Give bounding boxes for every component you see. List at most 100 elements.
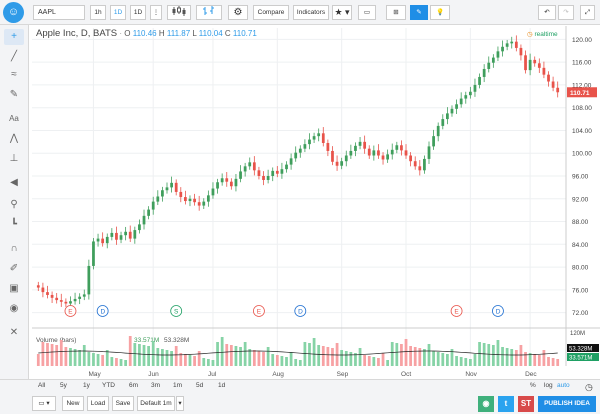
chart-style-button[interactable] xyxy=(167,5,191,20)
prediction-icon[interactable]: ⊥ xyxy=(9,153,19,164)
bars-icon xyxy=(203,6,214,15)
save-button[interactable]: Save xyxy=(112,396,134,411)
volume-bar xyxy=(257,351,261,366)
candle-body xyxy=(285,164,288,170)
candle-body xyxy=(46,292,49,295)
more-intervals-button[interactable]: ⋮ xyxy=(150,5,162,20)
volume-bar xyxy=(96,354,100,366)
brush-icon[interactable]: ✎ xyxy=(9,89,19,100)
fullscreen-icon[interactable]: ⤢ xyxy=(580,5,595,20)
twitter-icon[interactable]: t xyxy=(498,396,514,412)
candle-body xyxy=(551,81,555,88)
undo-icon[interactable]: ↶ xyxy=(538,5,556,20)
volume-bar xyxy=(243,342,247,366)
compare-button[interactable]: Compare xyxy=(253,5,289,20)
auto-scale-toggle[interactable]: auto xyxy=(557,382,570,389)
measure-icon[interactable]: ┗ xyxy=(10,219,18,230)
candle-body xyxy=(73,298,77,302)
candle-body xyxy=(142,215,146,225)
crosshair-icon[interactable]: + xyxy=(4,29,24,45)
volume-bar xyxy=(252,350,256,366)
lock-icon[interactable]: ▣ xyxy=(9,283,19,294)
candle-body xyxy=(138,224,141,231)
range-6m[interactable]: 6m xyxy=(129,382,139,389)
time-tick-label: Jul xyxy=(208,371,217,378)
trendline-icon[interactable]: ╱ xyxy=(10,51,18,62)
range-5d[interactable]: 5d xyxy=(196,382,204,389)
volume-bar xyxy=(59,340,63,366)
favorites-star-icon[interactable]: ★ ▾ xyxy=(332,5,352,20)
interval-1h-button[interactable]: 1h xyxy=(90,5,106,20)
redo-icon[interactable]: ↷ xyxy=(558,5,574,20)
range-1y[interactable]: 1y xyxy=(83,382,90,389)
volume-bar xyxy=(423,349,426,366)
stocktwits-icon[interactable]: ST xyxy=(518,396,534,412)
percent-scale-toggle[interactable]: % xyxy=(530,382,536,389)
volume-bar xyxy=(119,359,123,366)
range-3m[interactable]: 3m xyxy=(151,382,161,389)
drawing-pen-icon[interactable]: ✎ xyxy=(410,5,428,20)
zoom-icon[interactable]: ⚲ xyxy=(10,199,18,210)
interval-1d-button[interactable]: 1D xyxy=(110,5,126,20)
candle-body xyxy=(413,161,417,167)
magnet-icon[interactable]: ∩ xyxy=(10,243,18,254)
candle-body xyxy=(519,47,523,56)
range-5y[interactable]: 5y xyxy=(60,382,67,389)
interval-1d-selected-button[interactable]: 1D xyxy=(130,5,146,20)
volume-value-marker xyxy=(567,344,599,352)
pencil-lock-icon[interactable]: ✐ xyxy=(9,263,19,274)
alert-icon[interactable]: ⊞ xyxy=(386,5,406,20)
eye-icon[interactable]: ◉ xyxy=(9,303,19,314)
pattern-icon[interactable]: ⋀ xyxy=(9,133,19,144)
candle-body xyxy=(262,176,265,180)
remove-tools-icon[interactable]: ✕ xyxy=(9,327,19,338)
range-ytd[interactable]: YTD xyxy=(102,382,115,389)
chart-area[interactable]: 120.00 116.00 112.00 108.00 104.00 100.00 96.0… xyxy=(30,26,600,379)
layout-dropdown-chevron-icon[interactable]: ▾ xyxy=(176,396,184,411)
range-all[interactable]: All xyxy=(38,382,46,389)
publish-idea-button[interactable]: PUBLISH IDEA xyxy=(538,396,596,412)
volume-bar xyxy=(446,354,449,366)
log-scale-toggle[interactable]: log xyxy=(544,382,553,389)
candle-body xyxy=(335,161,339,166)
new-button[interactable]: New xyxy=(62,396,84,411)
event-marker-label: E xyxy=(68,309,73,316)
lightbulb-icon[interactable]: 💡 xyxy=(430,5,450,20)
text-icon[interactable]: Aa xyxy=(9,114,19,123)
candles-icon xyxy=(172,6,186,16)
fib-icon[interactable]: ≈ xyxy=(11,69,17,80)
volume-bar xyxy=(312,338,316,366)
volume-bar xyxy=(344,351,348,366)
candle-body xyxy=(69,301,72,304)
candle-body xyxy=(537,63,541,68)
price-tick-label: 88.00 xyxy=(572,219,589,226)
price-tick-label: 112.00 xyxy=(572,82,592,89)
price-chart-svg[interactable]: 120.00 116.00 112.00 108.00 104.00 100.00 96.0… xyxy=(30,26,600,379)
candle-body xyxy=(124,231,128,236)
time-settings-icon[interactable]: ◷ xyxy=(585,382,593,392)
range-1d[interactable]: 1d xyxy=(218,382,226,389)
range-1m[interactable]: 1m xyxy=(173,382,183,389)
templates-icon[interactable]: ▭ xyxy=(358,5,376,20)
camera-icon[interactable]: ◉ xyxy=(478,396,494,412)
tradingview-logo-icon[interactable]: ☺ xyxy=(3,2,24,23)
volume-bar xyxy=(505,348,509,366)
settings-gear-icon[interactable]: ⚙ xyxy=(228,5,248,20)
volume-bar xyxy=(381,353,385,366)
drawing-tools-sidebar: + ╱ ≈ ✎ Aa ⋀ ⊥ ◀ ⚲ ┗ ∩ ✐ ▣ ◉ ✕ xyxy=(0,25,29,379)
load-button[interactable]: Load xyxy=(87,396,109,411)
volume-bar xyxy=(50,344,54,366)
candle-body xyxy=(423,158,426,171)
layout-select[interactable]: Default 1m xyxy=(137,396,175,411)
symbol-input[interactable]: AAPL xyxy=(33,5,85,20)
bar-type-button[interactable] xyxy=(196,5,222,20)
candle-body xyxy=(202,201,206,206)
color-picker-button[interactable]: ▭ ▾ xyxy=(32,396,56,411)
volume-bar xyxy=(138,344,141,366)
indicators-button[interactable]: Indicators xyxy=(293,5,329,20)
candle-body xyxy=(298,148,302,153)
realtime-label: realtime xyxy=(534,31,558,38)
back-arrow-icon[interactable]: ◀ xyxy=(10,177,18,188)
legend-o-label: O xyxy=(124,29,131,38)
candle-body xyxy=(110,232,114,237)
